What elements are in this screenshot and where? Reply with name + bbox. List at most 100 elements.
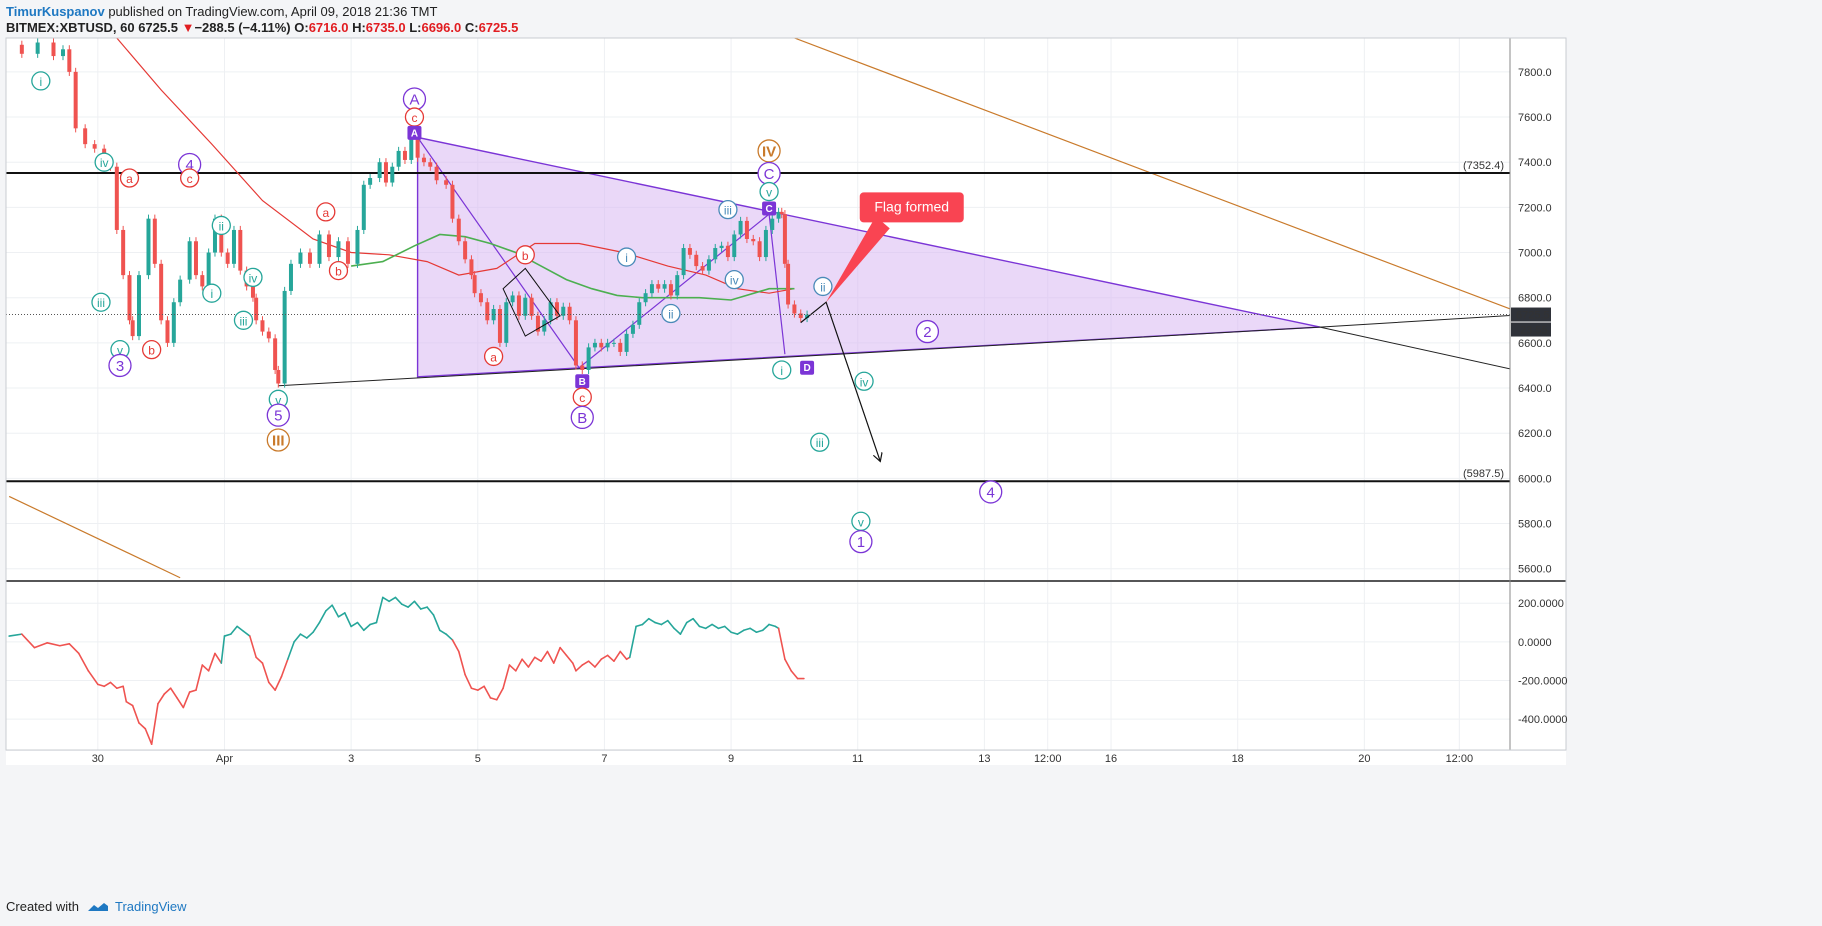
wave-label-text: 4 xyxy=(185,157,193,174)
wave-label-text: i xyxy=(625,251,628,265)
oscillator-segment xyxy=(594,658,603,668)
wave-label-text: iv xyxy=(730,274,739,288)
candle-body xyxy=(782,214,787,264)
oscillator-segment xyxy=(394,596,403,606)
high-label: H: xyxy=(352,20,366,35)
oscillator-segment xyxy=(230,625,238,635)
countdown-tag-text: 23:55 xyxy=(1520,325,1548,337)
oscillator-segment xyxy=(483,685,492,699)
wave-label-text: B xyxy=(579,377,586,388)
oscillator-segment xyxy=(717,625,726,630)
wave-label-text: ii xyxy=(668,308,673,322)
candle-body xyxy=(463,241,468,260)
wave-label-circle xyxy=(718,199,738,220)
oscillator-segment xyxy=(546,650,555,664)
candle-body xyxy=(450,184,455,219)
author-name[interactable]: TimurKuspanov xyxy=(6,4,105,19)
candle-body xyxy=(212,218,217,253)
oscillator-segment xyxy=(381,596,390,603)
created-with-label: Created with xyxy=(6,899,79,914)
candle-body xyxy=(805,314,810,319)
oscillator-segment xyxy=(207,652,216,672)
wave-label-circle xyxy=(202,283,222,303)
candle-body xyxy=(770,218,775,230)
candle-body xyxy=(694,254,699,267)
grid-lines xyxy=(6,38,1510,750)
oscillator-segment xyxy=(214,652,223,664)
candle-body xyxy=(159,263,164,321)
oscillator-segment xyxy=(464,673,473,690)
oscillator-segment xyxy=(163,687,172,695)
candle-body xyxy=(409,135,414,160)
wave-label-circle xyxy=(94,152,114,172)
candle-body xyxy=(165,320,170,343)
wave-labels: iiva4ciiiiiv3biiviiiv5IIIabAcAbaBcBiiiii… xyxy=(31,71,1003,554)
tradingview-link[interactable]: TradingView xyxy=(114,899,187,914)
candle-body xyxy=(421,157,426,163)
oscillator-segment xyxy=(552,646,561,664)
wave-label-text: a xyxy=(490,350,497,364)
time-tick-label: 13 xyxy=(978,753,990,765)
candle-body xyxy=(178,279,183,303)
oscillator-segment xyxy=(195,664,204,691)
candle-body xyxy=(497,309,502,343)
oscillator-segment xyxy=(249,635,257,659)
wave-label-circle xyxy=(661,303,681,324)
candle-body xyxy=(643,293,648,303)
wave-label-text: iii xyxy=(816,436,824,450)
oscillator-segment xyxy=(356,621,365,632)
oscillator-segment xyxy=(169,687,178,699)
callout-text: Flag formed xyxy=(874,198,949,214)
time-tick-label: 7 xyxy=(601,753,607,765)
level-label: (5987.5) xyxy=(1463,468,1504,480)
candle-body xyxy=(260,320,265,332)
wave-label-text: C xyxy=(764,166,775,183)
time-tick-label: 12:00 xyxy=(1034,753,1062,765)
wave-label-text: ii xyxy=(219,219,224,233)
price-tick-label: 7000.0 xyxy=(1518,248,1552,260)
candle-body xyxy=(402,150,407,160)
candle-body xyxy=(276,369,281,384)
oscillator-segment xyxy=(451,639,460,653)
candle-body xyxy=(561,306,566,316)
time-tick-label: 11 xyxy=(852,753,863,765)
wave-label-text: v xyxy=(275,393,281,407)
oscillator-segment xyxy=(565,654,574,664)
breakdown-line xyxy=(1319,326,1510,370)
wave-label-circle xyxy=(483,346,504,367)
candle-body xyxy=(779,211,784,215)
candle-body xyxy=(355,229,360,264)
wave-label-text: D xyxy=(803,363,810,374)
last-price-tag-text: 6725.5 xyxy=(1516,310,1550,322)
candle-body xyxy=(725,245,730,258)
candle-body xyxy=(504,302,509,343)
oscillator-segment xyxy=(223,633,232,637)
footer: Created with TradingView xyxy=(6,899,187,914)
oscillator-segment xyxy=(68,642,80,655)
wave-label-circle xyxy=(915,319,940,344)
oscillator-segment xyxy=(188,689,197,693)
candle-body xyxy=(567,306,572,321)
oscillator-segment xyxy=(103,681,112,688)
price-tick-label: 7600.0 xyxy=(1518,112,1552,124)
oscillator-segment xyxy=(527,656,536,668)
candle-body xyxy=(542,320,547,332)
oscillator-segment xyxy=(413,600,422,610)
oscillator-segment xyxy=(324,604,333,612)
wave-label-circle xyxy=(266,428,290,452)
candle-body xyxy=(383,162,388,183)
oscillator-segment xyxy=(369,621,378,626)
oscillator-segment xyxy=(388,596,397,603)
moving-average-red xyxy=(116,38,795,294)
wave-label-text: B xyxy=(577,410,587,427)
tradingview-logo-icon xyxy=(87,902,108,911)
symbol-label: BITMEX:XBTUSD, 60 xyxy=(6,20,135,35)
wave-label-text: iii xyxy=(724,204,732,218)
candle-body xyxy=(200,275,205,287)
price-tick-label: 7400.0 xyxy=(1518,157,1552,169)
high-value: 6735.0 xyxy=(365,20,406,35)
wave-label-text: a xyxy=(322,206,329,220)
wave-label-circle xyxy=(759,181,779,202)
oscillator-segment xyxy=(730,631,739,635)
